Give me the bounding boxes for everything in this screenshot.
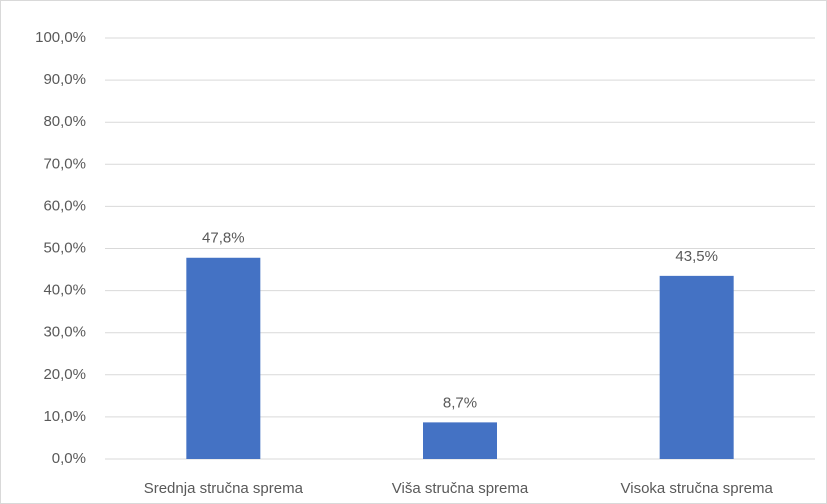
y-tick-label: 40,0% — [43, 282, 86, 299]
bar — [186, 257, 261, 459]
bar — [659, 275, 734, 459]
y-tick-label: 90,0% — [43, 71, 86, 88]
y-tick-label: 50,0% — [43, 239, 86, 256]
y-tick-label: 60,0% — [43, 197, 86, 214]
y-tick-label: 10,0% — [43, 408, 86, 425]
y-tick-label: 20,0% — [43, 366, 86, 383]
data-label: 8,7% — [443, 394, 477, 411]
y-tick-label: 80,0% — [43, 113, 86, 130]
y-tick-label: 70,0% — [43, 155, 86, 172]
y-tick-label: 100,0% — [35, 29, 86, 46]
bar — [423, 422, 497, 459]
data-label: 47,8% — [202, 230, 245, 247]
y-tick-label: 30,0% — [43, 324, 86, 341]
data-label: 43,5% — [675, 248, 718, 265]
y-tick-label: 0,0% — [52, 450, 86, 467]
x-tick-label: Srednja stručna sprema — [144, 480, 304, 497]
x-tick-label: Visoka stručna sprema — [621, 480, 774, 497]
x-tick-label: Viša stručna sprema — [392, 480, 529, 497]
